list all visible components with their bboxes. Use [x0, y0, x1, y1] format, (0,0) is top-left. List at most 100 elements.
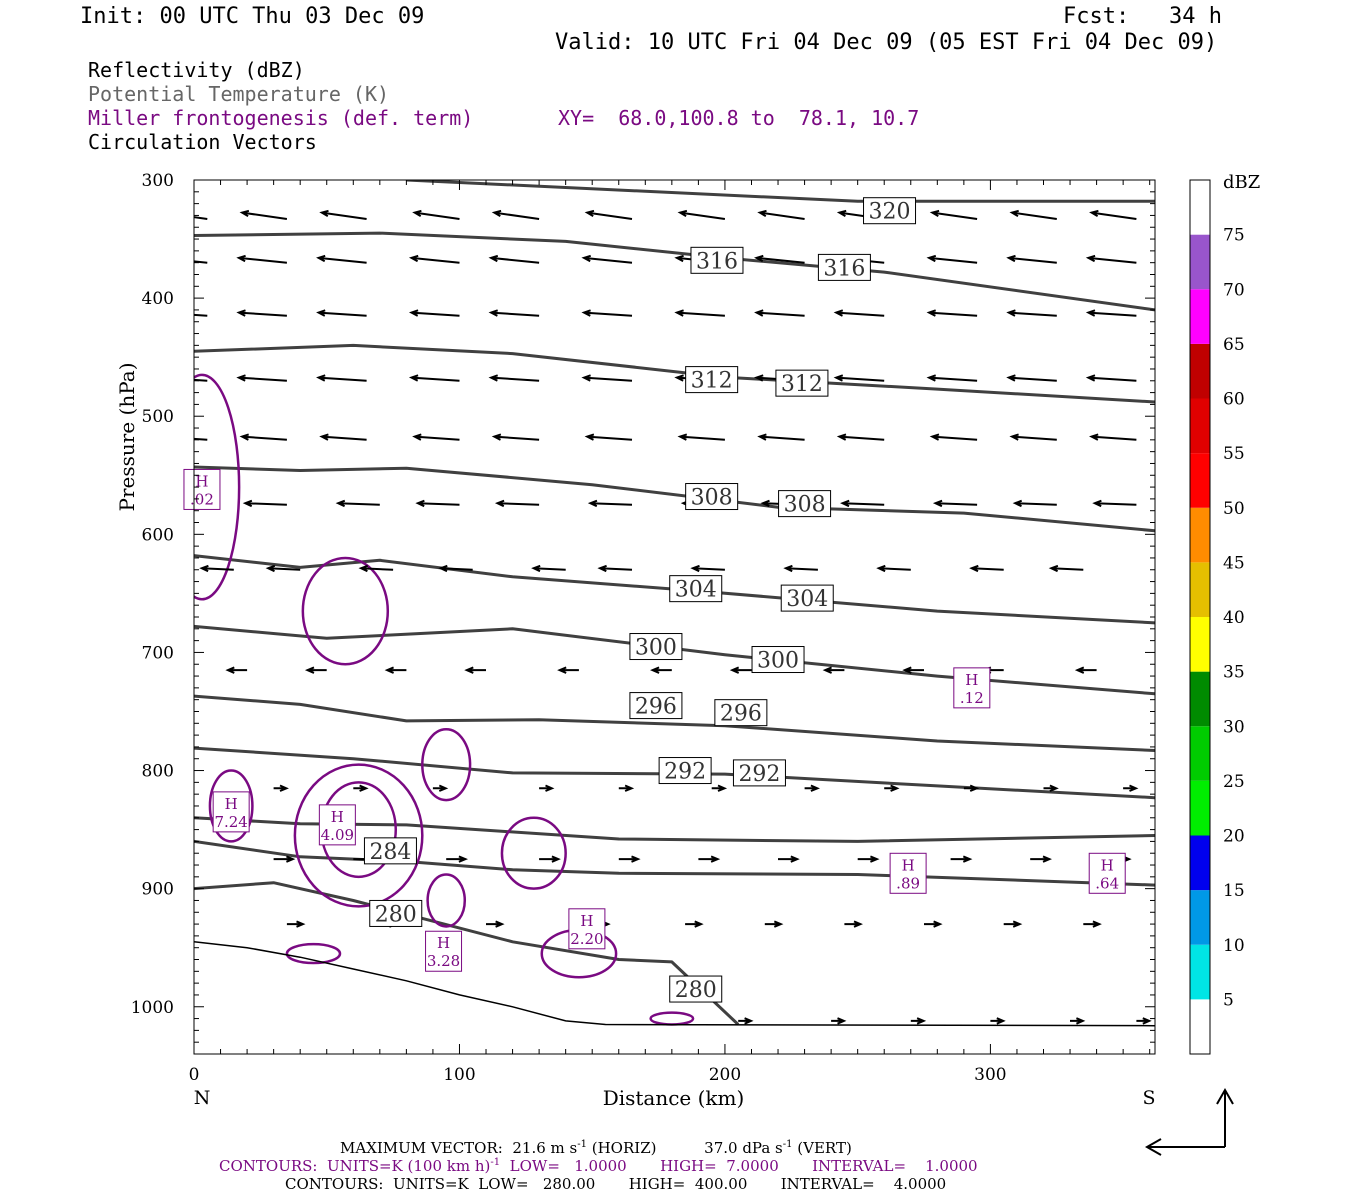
frontogenesis-max-h: H [437, 934, 450, 952]
circulation-vector [711, 784, 728, 792]
frontogenesis-max-box [568, 908, 606, 950]
colorbar-segment [1190, 453, 1210, 508]
circulation-vector [199, 564, 234, 573]
circulation-vector [1006, 374, 1057, 382]
circulation-vector [1136, 1017, 1152, 1025]
circulation-vector [677, 433, 725, 441]
circulation-vector [412, 433, 460, 441]
frontogenesis-max-box [425, 930, 463, 972]
theta-contour-304 [194, 554, 1155, 625]
circulation-vector [491, 209, 540, 220]
circulation-vector [273, 855, 296, 863]
circulation-vector [690, 564, 725, 573]
colorbar-label: 30 [1223, 717, 1245, 737]
circulation-vector [316, 374, 367, 382]
colorbar-segment [1190, 398, 1210, 454]
colorbar-segment [1190, 999, 1210, 1054]
init-time: Init: 00 UTC Thu 03 Dec 09 [80, 4, 425, 29]
circulation-vector [857, 855, 880, 863]
circulation-vector [488, 374, 540, 382]
colorbar-segment [1190, 890, 1210, 945]
circulation-vector [194, 216, 208, 220]
frontogenesis-max-h: H [1101, 856, 1114, 874]
circulation-vector [754, 254, 805, 264]
x-tick-label: 0 [189, 1065, 200, 1085]
y-tick-label: 1000 [131, 998, 174, 1018]
circulation-vector [738, 1017, 754, 1025]
circulation-vector [242, 499, 287, 508]
frontogenesis-max-value: .64 [1095, 874, 1119, 892]
colorbar-label: 25 [1223, 772, 1245, 792]
circulation-vector [1012, 499, 1057, 508]
colorbar-segment [1190, 617, 1210, 672]
frontogenesis-contour [421, 727, 472, 802]
theta-label: 308 [685, 483, 739, 511]
circulation-vector [286, 920, 306, 928]
y-tick-label: 400 [142, 289, 174, 309]
colorbar-segment [1190, 562, 1210, 617]
circulation-vector [764, 920, 784, 928]
contour-labels: 320 316 316 312 312 308 308 304 304 300 300 296 296 2… [183, 197, 1126, 1003]
circulation-vector [876, 564, 911, 573]
legend-reflectivity: Reflectivity (dBZ) [88, 58, 305, 82]
colorbar-label: 40 [1223, 608, 1245, 628]
frontogenesis-max-value: .02 [190, 490, 214, 508]
circulation-vector [316, 254, 367, 264]
circulation-vector [783, 564, 818, 573]
circulation-vector [1070, 1017, 1086, 1025]
theta-label-box [629, 692, 683, 720]
colorbar-title: dBZ [1223, 172, 1260, 193]
theta-label: 280 [369, 899, 423, 927]
axes: 300 400 500 600 700 800 900 1000 0 100 200 300 N S Dis… [115, 171, 1156, 1110]
frontogenesis-contour [208, 769, 254, 843]
theta-label-box [690, 246, 744, 274]
x-tick-label: 100 [443, 1065, 475, 1085]
frontogenesis-contour-info: CONTOURS: UNITS=K (100 km h)-1 LOW= 1.00… [219, 1157, 978, 1175]
colorbar-label: 45 [1223, 553, 1245, 573]
circulation-vector [581, 374, 633, 382]
circulation-vector [1074, 666, 1097, 674]
frontogenesis-max-h: H [902, 856, 915, 874]
theta-label: 292 [658, 757, 712, 785]
theta-label-box [363, 837, 417, 865]
theta-label-box [669, 975, 723, 1003]
theta-label-box [369, 899, 423, 927]
colorbar-label: 15 [1223, 881, 1245, 901]
y-tick-label: 700 [142, 643, 174, 663]
theta-contour-284 [194, 839, 1155, 887]
circulation-vector [1006, 254, 1057, 264]
theta-label-text: 304 [786, 587, 828, 612]
theta-label: 284 [363, 837, 417, 865]
circulation-vector [926, 374, 978, 382]
frontogenesis-max-value: 7.24 [214, 813, 247, 831]
colorbar: 5 10 15 20 25 30 35 40 45 50 55 60 65 70 75 dBZ [1189, 172, 1260, 1055]
cross-section-endpoints: XY= 68.0,100.8 to 78.1, 10.7 [558, 106, 920, 130]
circulation-vector [486, 920, 505, 928]
theta-label: 300 [629, 633, 683, 661]
circulation-vector [1085, 309, 1137, 317]
circulation-vector [491, 433, 540, 441]
reference-vertical-arrow [1216, 1087, 1234, 1147]
frontogenesis-contour [649, 1011, 695, 1026]
reference-horizontal-arrow [1144, 1138, 1225, 1156]
theta-label-text: 280 [375, 902, 417, 927]
circulation-vector [1003, 920, 1023, 928]
theta-contour-312 [194, 343, 1155, 404]
circulation-vector [464, 666, 486, 674]
circulation-vector [319, 209, 367, 220]
y-tick-label: 800 [142, 762, 174, 782]
theta-label-text: 312 [781, 372, 823, 397]
circulation-vector [539, 855, 561, 863]
frontogenesis-max-box [212, 791, 250, 833]
circulation-vector [316, 309, 367, 317]
colorbar-label: 70 [1223, 280, 1245, 300]
x-tick-label: 300 [974, 1065, 1006, 1085]
circulation-vector [929, 209, 978, 220]
colorbar-segment [1190, 507, 1210, 563]
theta-label-box [751, 646, 805, 674]
theta-label-box [778, 490, 832, 518]
frontogenesis-max-value: 3.28 [427, 952, 460, 970]
frontogenesis-max-h: H [195, 472, 208, 490]
y-axis-label: Pressure (hPa) [115, 363, 139, 512]
y-tick-label: 500 [142, 407, 174, 427]
